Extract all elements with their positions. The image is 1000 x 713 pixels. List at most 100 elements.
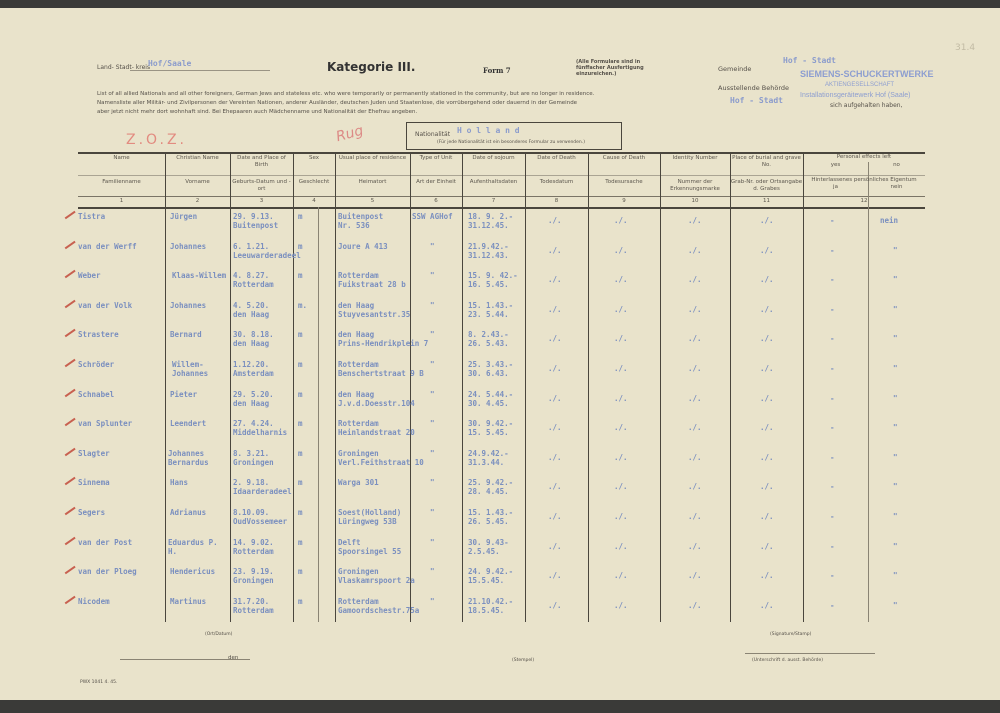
- family-name: van der Volk: [78, 300, 133, 310]
- burial-place: ./.: [760, 393, 774, 403]
- unit-type: ": [430, 567, 435, 577]
- birth-date: 27. 4.24.: [233, 419, 274, 429]
- residence-place: den Haag: [338, 389, 375, 399]
- column-header-en: Date and Place of Birth: [237, 155, 286, 168]
- death-date: ./.: [548, 275, 562, 285]
- birth-date: 31.7.20.: [233, 596, 270, 606]
- column-divider: [525, 152, 526, 622]
- death-cause: ./.: [614, 452, 628, 462]
- birth-place: den Haag: [233, 339, 270, 349]
- column-divider: [293, 152, 294, 622]
- sex-subdivider: [318, 207, 319, 622]
- sojourn-from: 30. 9.43-: [468, 537, 509, 547]
- effects-yes: -: [830, 571, 835, 581]
- death-cause: ./.: [614, 364, 628, 373]
- birth-date: 14. 9.02.: [233, 537, 274, 547]
- residence-street: Lüringweg 53B: [338, 517, 397, 526]
- effects-yes: -: [830, 512, 835, 521]
- sojourn-to: 23. 5.44.: [468, 309, 509, 319]
- sojourn-from: 30. 9.42.-: [468, 419, 514, 429]
- effects-no: ": [893, 334, 898, 344]
- death-date: ./.: [548, 482, 562, 492]
- company-stamp-line1: SIEMENS-SCHUCKERTWERKE: [800, 69, 934, 79]
- column-header-de: Vorname: [185, 179, 210, 185]
- death-date: ./.: [548, 452, 562, 462]
- family-name: van der Ploeg: [78, 567, 137, 577]
- effects-ja-label: ja: [833, 184, 838, 190]
- christian-name: Martinus: [170, 596, 207, 606]
- sex: m: [298, 360, 303, 369]
- sojourn-to: 30. 4.45.: [468, 398, 509, 408]
- table-top-border: [78, 152, 925, 154]
- sojourn-from: 21.10.42.-: [468, 596, 514, 606]
- birth-place: den Haag: [233, 398, 270, 408]
- birth-date: 4. 8.27.: [233, 271, 270, 281]
- signature-label: (Signature/Stamp): [770, 632, 812, 637]
- company-stamp-line3: Installationsgeräitewerk Hof (Saale): [800, 92, 911, 99]
- birth-place: Middelharnis: [233, 428, 288, 438]
- residence-place: den Haag: [338, 330, 375, 340]
- residence-place: Rotterdam: [338, 419, 379, 429]
- sojourn-from: 24. 5.44.-: [468, 389, 514, 399]
- death-cause: ./.: [614, 512, 628, 521]
- christian-name: Willem-Johannes: [172, 360, 209, 378]
- death-cause: ./.: [614, 393, 628, 403]
- death-cause: ./.: [614, 304, 628, 314]
- birth-date: 4. 5.20.: [233, 300, 270, 310]
- sex: m: [298, 448, 303, 458]
- check-mark-icon: [64, 565, 76, 574]
- burial-place: ./.: [760, 600, 774, 610]
- birth-date: 29. 9.13.: [233, 212, 274, 221]
- christian-name: Leendert: [170, 419, 207, 429]
- family-name: Segers: [78, 508, 106, 517]
- effects-yes: -: [830, 482, 835, 492]
- column-number: 9: [622, 198, 626, 204]
- column-number: 7: [491, 198, 496, 204]
- column-header-de: Art der Einheit: [416, 179, 456, 185]
- birth-place: Amsterdam: [233, 369, 274, 378]
- column-number: 3: [259, 198, 264, 204]
- sex: m: [298, 508, 303, 517]
- effects-yes: -: [830, 364, 835, 373]
- copies-note: (Alle Formulare sind in fünffacher Ausfe…: [576, 59, 644, 77]
- column-number: 12: [860, 198, 868, 204]
- unit-type: ": [430, 300, 435, 310]
- unit-type: ": [430, 478, 435, 488]
- death-date: ./.: [548, 393, 562, 403]
- birth-place: Rotterdam: [233, 605, 274, 615]
- sojourn-from: 21.9.42.-: [468, 241, 509, 251]
- identity-number: ./.: [688, 245, 702, 255]
- signature-line: [745, 653, 875, 654]
- death-date: ./.: [548, 216, 562, 225]
- residence-street: Fuikstraat 28 b: [338, 280, 406, 290]
- residence-street: J.v.d.Doesstr.104: [338, 398, 415, 408]
- death-cause: ./.: [614, 541, 628, 551]
- sex: m: [298, 567, 303, 577]
- identity-number: ./.: [688, 304, 702, 314]
- column-divider: [410, 152, 411, 622]
- column-divider: [588, 152, 589, 622]
- intro-german-2: aber jetzt nicht mehr dort wohnhaft sind…: [97, 109, 418, 115]
- sojourn-from: 24.9.42.-: [468, 448, 509, 458]
- unterschrift-label: (Unterschrift d. ausst. Behörde): [752, 658, 824, 663]
- unit-type: ": [430, 508, 435, 517]
- column-header-en: Personal effects left: [836, 154, 892, 160]
- column-divider: [462, 152, 463, 622]
- effects-no: ": [893, 541, 898, 551]
- column-header-de: Geschlecht: [298, 179, 330, 185]
- column-number: 6: [434, 198, 438, 204]
- check-mark-icon: [64, 447, 76, 456]
- column-number: 10: [691, 198, 699, 204]
- effects-no: ": [893, 482, 898, 492]
- birth-place: Rotterdam: [233, 280, 274, 290]
- death-cause: ./.: [614, 423, 628, 433]
- column-header-en: Place of burial and grave No.: [732, 155, 801, 168]
- sex: m.: [298, 300, 308, 310]
- residence-street: Spoorsingel 55: [338, 546, 402, 556]
- effects-yes: -: [830, 452, 835, 462]
- residence-place: Warga 301: [338, 478, 379, 488]
- table-row: Strastere Bernard 30. 8.18. den Haag m den Ha…: [0, 328, 1000, 357]
- check-mark-icon: [64, 506, 76, 515]
- unit-type: ": [430, 389, 435, 399]
- table-row: Segers Adrianus 8.10.09. OudVossemeer m Soest…: [0, 506, 1000, 535]
